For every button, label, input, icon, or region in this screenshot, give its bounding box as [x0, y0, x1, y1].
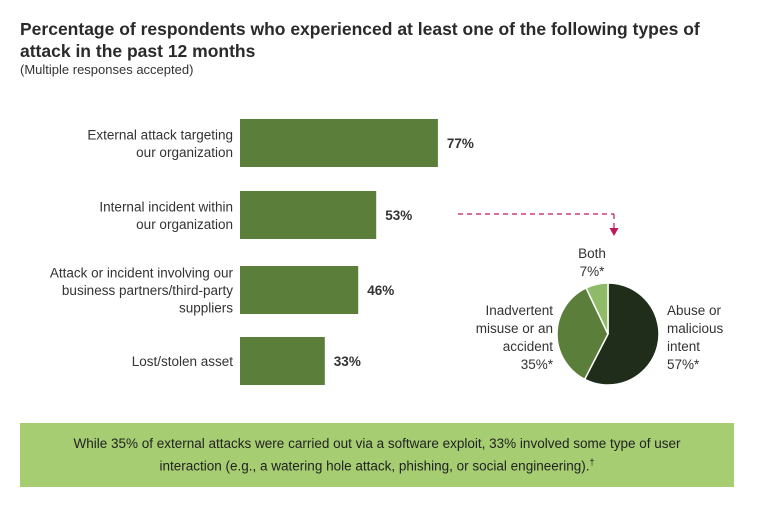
pie-slice-2 [556, 286, 609, 381]
category-label-3: Attack or incident involving our business… [50, 266, 234, 316]
chart-subtitle: (Multiple responses accepted) [20, 62, 194, 77]
pie-label-2: Inadvertent misuse or an accident 35%* [476, 303, 554, 372]
callout-text-wrap: While 35% of external attacks were carri… [60, 434, 694, 476]
callout-text: While 35% of external attacks were carri… [73, 436, 681, 474]
pie-slice-1 [583, 282, 660, 386]
footnote-mark: † [589, 457, 595, 468]
bar-value-label-2: 53% [385, 208, 412, 223]
bar-chart: 77% External attack targeting our organiza… [50, 119, 474, 385]
pie-slice-3 [585, 282, 609, 335]
bar-value-label-4: 33% [334, 354, 361, 369]
pie-label-3: Both 7%* [578, 246, 606, 279]
category-label-4: Lost/stolen asset [132, 354, 234, 369]
bar-1 [240, 119, 438, 167]
bar-2 [240, 191, 377, 239]
pie-chart: Abuse or malicious intent 57%* Inadvertent mi… [476, 246, 724, 386]
bar-3 [240, 266, 359, 314]
bar-value-label-1: 77% [447, 136, 474, 151]
connector-arrow [458, 213, 619, 236]
pie-label-1: Abuse or malicious intent 57%* [667, 303, 724, 372]
chart-canvas: 77% External attack targeting our organiza… [50, 119, 724, 386]
category-label-2: Internal incident within our organization [99, 199, 233, 232]
chart-title: Percentage of respondents who experience… [20, 19, 700, 61]
bar-4 [240, 337, 325, 385]
category-label-1: External attack targeting our organizatio… [87, 127, 233, 160]
callout-box: While 35% of external attacks were carri… [20, 423, 734, 487]
bar-value-label-3: 46% [367, 283, 394, 298]
